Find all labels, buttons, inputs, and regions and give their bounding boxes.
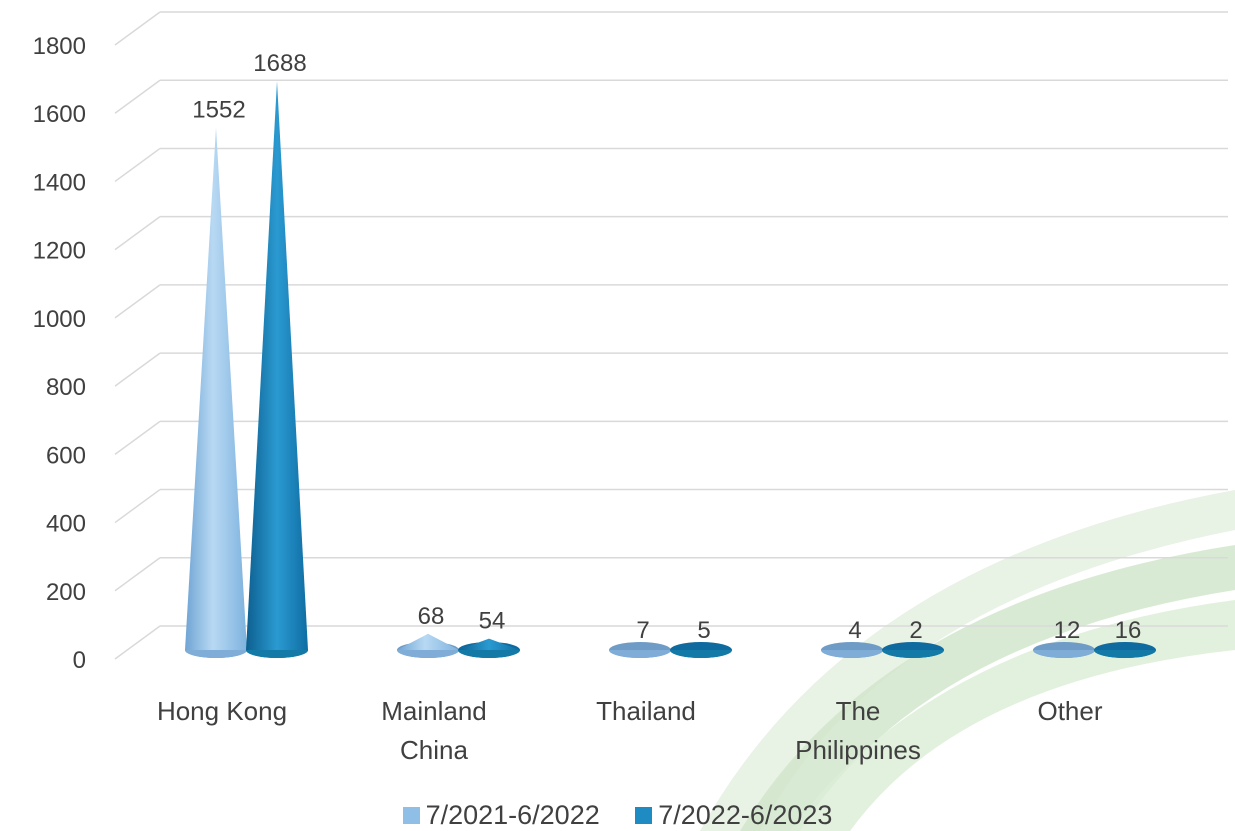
y-tick-label: 1000 — [33, 306, 86, 333]
data-label: 5 — [697, 617, 710, 644]
gridline-depth-800 — [114, 352, 161, 387]
cone-body — [185, 127, 247, 650]
cone-base-front — [821, 650, 883, 658]
x-category-label: Thailand — [596, 696, 696, 726]
cone-base-front — [458, 650, 520, 658]
cone-base-front — [185, 650, 247, 658]
gridline-depth-200 — [114, 557, 161, 592]
gridline-depth-1800 — [114, 11, 161, 46]
cone-base-front — [882, 650, 944, 658]
legend-item-series-2: 7/2022-6/2023 — [635, 800, 832, 831]
cone-bar — [1094, 642, 1156, 658]
y-tick-label: 600 — [46, 442, 86, 469]
cone-bar — [670, 642, 732, 658]
data-label: 1688 — [253, 50, 306, 77]
cone-bar — [246, 81, 308, 658]
cone-base-front — [670, 650, 732, 658]
data-label: 16 — [1115, 617, 1142, 644]
gridline-depth-1400 — [114, 147, 161, 183]
legend-label-series-2: 7/2022-6/2023 — [658, 800, 833, 830]
y-tick-label: 800 — [46, 374, 86, 401]
gridline-depth-1600 — [114, 79, 161, 114]
y-tick-label: 1800 — [33, 33, 86, 60]
cone-base-front — [1094, 650, 1156, 658]
y-tick-label: 200 — [46, 579, 86, 606]
legend-swatch-series-1 — [402, 807, 420, 824]
legend-label-series-1: 7/2021-6/2022 — [425, 800, 600, 830]
cone-bar — [821, 642, 883, 658]
y-tick-label: 0 — [73, 647, 86, 674]
cone-bar — [397, 633, 459, 658]
cone-bar — [185, 127, 247, 658]
x-category-label: The Philippines — [795, 696, 921, 765]
gridline-depth-1000 — [114, 284, 161, 319]
gridlines — [114, 11, 1228, 660]
cone-bar — [458, 638, 520, 658]
data-label: 54 — [479, 608, 506, 635]
gridline-depth-600 — [114, 420, 161, 455]
data-labels: 1552 68 7 4 12 1688 54 5 2 16 — [192, 50, 1141, 644]
cone-base-front — [1033, 650, 1095, 658]
x-category-label: Mainland China — [381, 696, 487, 765]
arc-band-2 — [740, 545, 1235, 831]
data-label: 2 — [909, 617, 922, 644]
data-label: 1552 — [192, 97, 245, 124]
x-category-label: Other — [1037, 696, 1102, 726]
y-tick-label: 1400 — [33, 169, 86, 196]
cone-base-front — [397, 650, 459, 658]
data-series — [185, 81, 1156, 658]
cone-body — [246, 81, 308, 650]
data-label: 7 — [636, 617, 649, 644]
cone-body — [458, 638, 520, 650]
cone-base-front — [609, 650, 671, 658]
cone-body — [397, 633, 459, 650]
cone-bar — [882, 642, 944, 658]
gridline-depth-1200 — [114, 216, 161, 251]
data-label: 68 — [418, 603, 445, 630]
gridline-depth-0 — [114, 625, 161, 660]
legend-swatch-series-2 — [635, 807, 653, 824]
cone-base-front — [246, 650, 308, 658]
background-arc-decoration — [700, 490, 1235, 831]
cone-bar — [609, 642, 671, 658]
y-tick-label: 1200 — [33, 238, 86, 265]
y-tick-label: 1600 — [33, 101, 86, 128]
arc-band-1 — [700, 490, 1235, 831]
gridline-depth-400 — [114, 488, 161, 524]
data-label: 12 — [1054, 617, 1081, 644]
x-axis-categories: Hong Kong Mainland China Thailand The Philipp… — [157, 696, 1103, 765]
data-label: 4 — [848, 617, 861, 644]
y-tick-label: 400 — [46, 511, 86, 538]
legend: 7/2021-6/2022 7/2022-6/2023 — [0, 800, 1235, 831]
cone-bar — [1033, 642, 1095, 658]
x-category-label: Hong Kong — [157, 696, 287, 726]
legend-item-series-1: 7/2021-6/2022 — [402, 800, 600, 831]
y-axis-ticks: 0 200 400 600 800 1000 1200 1400 1600 1800 — [33, 33, 86, 674]
